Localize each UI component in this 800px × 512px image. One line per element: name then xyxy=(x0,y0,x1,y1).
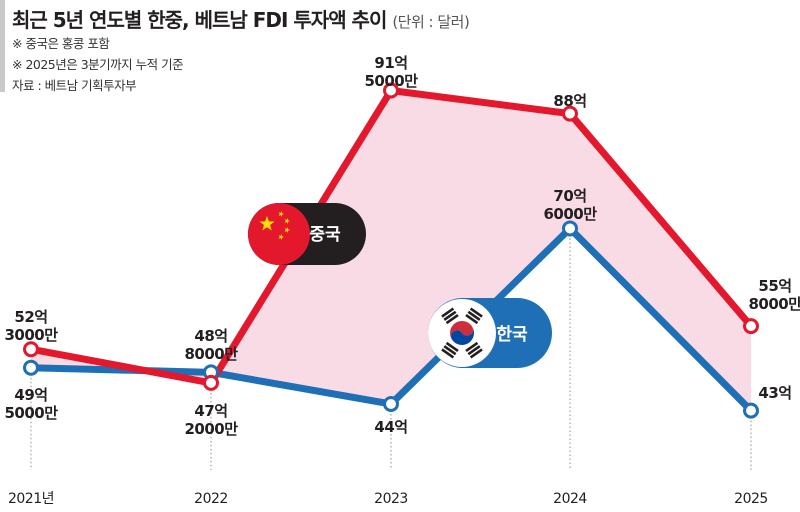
unit-label: (단위 : 달러) xyxy=(392,13,470,31)
trigram-bar xyxy=(445,341,459,353)
trigram-bar xyxy=(441,348,455,359)
china-data-label: 2000만 xyxy=(184,420,238,438)
china-point xyxy=(203,374,219,391)
korea-data-label: 8000만 xyxy=(184,345,238,363)
trigram-bar xyxy=(443,310,457,321)
korea-point xyxy=(383,396,399,412)
china-flag-star xyxy=(284,227,290,233)
china-data-label: 55억 xyxy=(758,277,791,295)
korea-data-label: 70억 xyxy=(553,187,586,205)
china-flag-star xyxy=(278,211,284,217)
note-china-hongkong: ※ 중국은 홍콩 포함 xyxy=(12,36,110,51)
china-data-label: 3000만 xyxy=(4,326,58,344)
trigram-bar xyxy=(467,310,481,321)
trigram-icon xyxy=(465,341,483,359)
header-accent-bar xyxy=(0,0,5,92)
gap-area xyxy=(31,90,751,411)
korea-point xyxy=(562,220,578,237)
chart-title: 최근 5년 연도별 한중, 베트남 FDI 투자액 추이 (단위 : 달러) xyxy=(12,4,470,33)
trigram-icon xyxy=(441,341,459,359)
taegeuk-symbol xyxy=(450,321,474,345)
title-text: 최근 5년 연도별 한중, 베트남 FDI 투자액 추이 xyxy=(12,8,387,32)
x-tick-label: 2023 xyxy=(374,491,408,507)
china-legend-pill: 중국 xyxy=(248,203,366,265)
korea-data-label: 48억 xyxy=(194,327,227,345)
x-tick-label: 2021년 xyxy=(8,491,54,507)
source-note: 자료 : 베트남 기획투자부 xyxy=(12,78,137,93)
china-point xyxy=(23,341,39,358)
trigram-bar xyxy=(469,348,483,359)
note-2025-basis: ※ 2025년은 3분기까지 누적 기준 xyxy=(12,57,184,72)
trigram-icon xyxy=(441,307,459,325)
korea-data-label: 5000만 xyxy=(4,404,58,422)
china-point xyxy=(743,318,759,335)
korea-point xyxy=(743,402,759,419)
trigram-bar xyxy=(469,307,483,318)
trigram-bar xyxy=(443,345,457,356)
korea-data-label: 43억 xyxy=(758,384,791,402)
trigram-bar xyxy=(465,341,479,353)
trigram-bar xyxy=(441,307,455,318)
x-tick-label: 2022 xyxy=(194,491,228,507)
china-data-label: 88억 xyxy=(553,92,586,110)
korea-legend-pill: 한국 xyxy=(428,298,552,368)
china-flag-star xyxy=(278,234,284,240)
x-tick-label: 2024 xyxy=(553,491,587,507)
china-flag-star xyxy=(259,216,275,231)
china-flag-star xyxy=(284,218,290,224)
china-data-label: 47억 xyxy=(194,402,227,420)
trigram-bar xyxy=(465,313,479,325)
korea-legend-label: 한국 xyxy=(496,325,528,345)
china-point xyxy=(562,105,578,122)
taegeuk-blue xyxy=(451,326,474,345)
china-data-label: 91억 xyxy=(374,54,407,72)
trigram-bar xyxy=(467,345,481,356)
trigram-icon xyxy=(465,307,483,325)
korea-point xyxy=(23,359,39,376)
china-flag-icon xyxy=(248,203,310,265)
trigram-bar xyxy=(445,313,459,325)
korea-data-label: 6000만 xyxy=(543,205,597,223)
china-legend-label: 중국 xyxy=(309,225,341,245)
china-point xyxy=(383,82,399,99)
china-data-label: 52억 xyxy=(14,308,47,326)
x-tick-label: 2025 xyxy=(734,491,768,507)
china-data-label: 8000만 xyxy=(748,295,800,313)
china-data-label: 5000만 xyxy=(364,72,418,90)
korea-data-label: 49억 xyxy=(14,386,47,404)
taegeuk-red xyxy=(450,321,473,340)
korea-data-label: 44억 xyxy=(374,418,407,436)
